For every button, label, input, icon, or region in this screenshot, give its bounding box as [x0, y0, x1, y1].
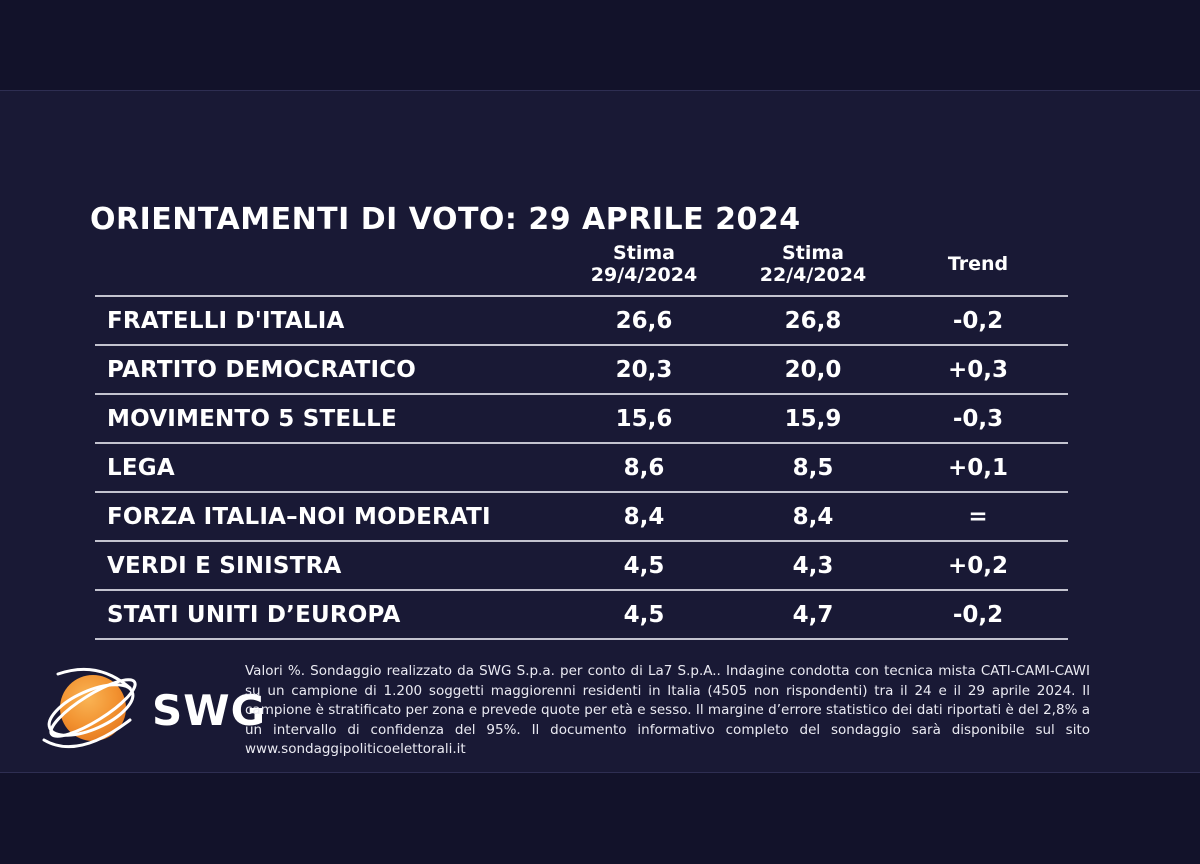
table-row: STATI UNITI D’EUROPA 4,5 4,7 -0,2 — [95, 589, 1068, 640]
table-row: FORZA ITALIA–NOI MODERATI 8,4 8,4 = — [95, 491, 1068, 540]
trend-value: -0,2 — [952, 601, 1004, 628]
party-name: FRATELLI D'ITALIA — [107, 307, 345, 334]
top-band — [0, 0, 1200, 91]
stima-current-value: 26,6 — [615, 307, 673, 334]
swg-logo: SWG — [38, 658, 265, 762]
stima-current-value: 20,3 — [615, 356, 673, 383]
table-row: VERDI E SINISTRA 4,5 4,3 +0,2 — [95, 540, 1068, 589]
methodology-disclaimer: Valori %. Sondaggio realizzato da SWG S.… — [245, 663, 1090, 757]
table-row: LEGA 8,6 8,5 +0,1 — [95, 442, 1068, 491]
party-name: VERDI E SINISTRA — [107, 552, 342, 579]
trend-value: +0,2 — [947, 552, 1008, 579]
stima-current-value: 4,5 — [623, 601, 665, 628]
stima-previous-value: 8,4 — [792, 503, 834, 530]
stima-current-value: 8,6 — [623, 454, 665, 481]
swg-globe-icon — [38, 658, 150, 762]
stima-current-value: 15,6 — [615, 405, 673, 432]
party-name: MOVIMENTO 5 STELLE — [107, 405, 397, 432]
stima-previous-header: Stima 22/4/2024 — [759, 241, 867, 286]
stima-current-value: 8,4 — [623, 503, 665, 530]
stima-previous-value: 4,7 — [792, 601, 834, 628]
stima-current-value: 4,5 — [623, 552, 665, 579]
swg-logo-text: SWG — [152, 685, 267, 735]
stima-previous-value: 15,9 — [784, 405, 842, 432]
table-row: MOVIMENTO 5 STELLE 15,6 15,9 -0,3 — [95, 393, 1068, 442]
page-title: ORIENTAMENTI DI VOTO: 29 APRILE 2024 — [90, 202, 801, 238]
table-row: PARTITO DEMOCRATICO 20,3 20,0 +0,3 — [95, 344, 1068, 393]
trend-value: +0,1 — [947, 454, 1008, 481]
party-name: FORZA ITALIA–NOI MODERATI — [107, 503, 491, 530]
trend-header: Trend — [947, 252, 1009, 275]
trend-value: -0,2 — [952, 307, 1004, 334]
trend-value: +0,3 — [947, 356, 1008, 383]
stima-current-header: Stima 29/4/2024 — [590, 241, 698, 286]
poll-results-table: Stima 29/4/2024 Stima 22/4/2024 Trend FR… — [95, 233, 1068, 640]
party-name: STATI UNITI D’EUROPA — [107, 601, 401, 628]
stima-previous-value: 20,0 — [784, 356, 842, 383]
trend-value: -0,3 — [952, 405, 1004, 432]
stima-previous-value: 26,8 — [784, 307, 842, 334]
party-name: PARTITO DEMOCRATICO — [107, 356, 417, 383]
stima-previous-value: 4,3 — [792, 552, 834, 579]
party-name: LEGA — [107, 454, 175, 481]
trend-value: = — [968, 503, 988, 530]
table-header-row: Stima 29/4/2024 Stima 22/4/2024 Trend — [95, 233, 1068, 295]
table-row: FRATELLI D'ITALIA 26,6 26,8 -0,2 — [95, 295, 1068, 344]
bottom-band — [0, 772, 1200, 864]
stima-previous-value: 8,5 — [792, 454, 834, 481]
